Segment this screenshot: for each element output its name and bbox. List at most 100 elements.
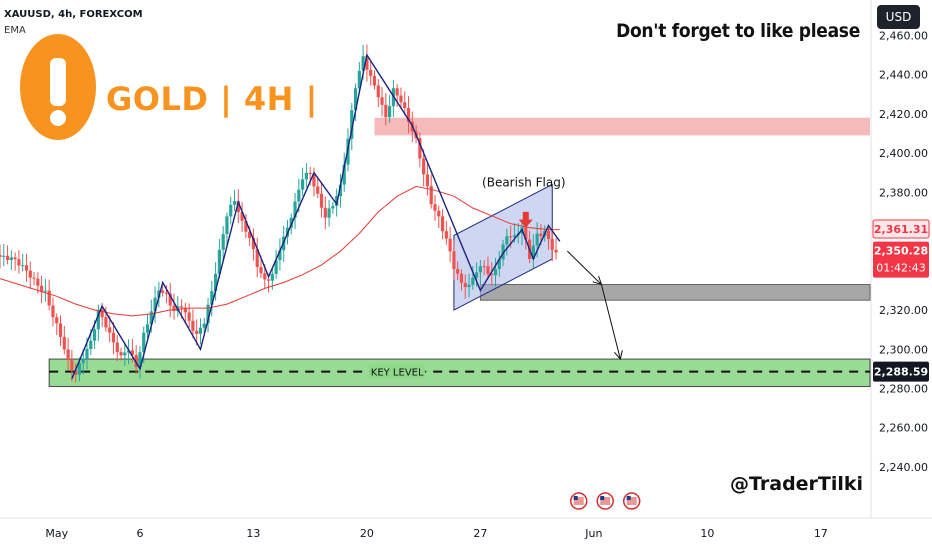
candle-body	[5, 255, 10, 260]
flag-canton	[573, 496, 578, 500]
ema-price-text: 2,361.31	[874, 223, 928, 236]
symbol-header[interactable]: XAUUSD, 4h, FOREXCOM	[4, 9, 143, 20]
candle-body	[448, 238, 452, 252]
candle-body	[134, 354, 138, 368]
x-tick-label: 17	[814, 527, 828, 540]
candle-body	[493, 269, 498, 276]
candle-body	[9, 257, 13, 260]
candle-body	[58, 323, 63, 337]
candle-body	[43, 290, 47, 292]
bearish-flag-label: (Bearish Flag)	[482, 175, 565, 189]
flag-circle[interactable]	[569, 492, 588, 510]
candle-body	[395, 88, 399, 96]
flag-circle[interactable]	[596, 492, 614, 510]
candle-body	[342, 164, 346, 185]
currency-button[interactable]: USD	[877, 5, 920, 29]
candle-body	[505, 236, 509, 245]
candle-body	[319, 193, 324, 208]
plot-area[interactable]	[0, 0, 870, 518]
candle-body	[51, 305, 55, 318]
candle-body	[111, 332, 116, 343]
y-tick-label: 2,260.00	[879, 422, 928, 435]
candle-body	[308, 172, 312, 174]
candle-body	[384, 104, 388, 118]
x-tick-label: 10	[700, 527, 714, 540]
flag-canton	[600, 496, 605, 500]
candle-body	[214, 273, 218, 292]
candle-body	[361, 56, 365, 71]
candle-body	[278, 250, 282, 261]
candle-body	[17, 259, 21, 266]
candle-body	[490, 273, 494, 276]
key-level-label: KEY LEVEL	[371, 368, 424, 379]
warning-icon	[20, 34, 96, 140]
candle-body	[509, 236, 513, 238]
candle-body	[2, 255, 6, 257]
candle-body	[96, 309, 100, 330]
like-note-text: Don't forget to like please	[616, 20, 860, 42]
candle-body	[221, 234, 225, 250]
ema-price-badge	[872, 219, 930, 239]
candle-body	[74, 369, 78, 375]
x-tick-label: 27	[473, 527, 487, 540]
candle-body	[55, 317, 59, 324]
candle-body	[217, 249, 221, 274]
candle-body	[353, 88, 358, 111]
candle-body	[331, 205, 335, 209]
candle-body	[365, 56, 369, 70]
candle-body	[195, 330, 199, 334]
key-level-badge	[873, 361, 929, 382]
candle-body	[153, 297, 157, 312]
candle-body	[161, 290, 165, 293]
candle-body	[497, 259, 501, 270]
us-event-flag-icon[interactable]	[622, 492, 641, 510]
candle-body	[232, 201, 237, 205]
candle-body	[202, 323, 206, 328]
flag-circle[interactable]	[622, 492, 641, 510]
candle-body	[323, 207, 327, 218]
candle-body	[338, 184, 343, 197]
candle-body	[270, 273, 274, 281]
candle-body	[206, 304, 210, 324]
candle-body	[198, 327, 203, 334]
candle-body	[164, 292, 169, 294]
candle-countdown: 01:42:43	[876, 262, 925, 275]
candle-body	[403, 102, 407, 109]
candle-body	[142, 332, 146, 353]
us-event-flag-icon[interactable]	[596, 492, 614, 510]
candle-body	[24, 265, 29, 271]
candle-body	[240, 212, 244, 221]
candle-body	[433, 204, 437, 211]
projection-arrowhead	[614, 350, 623, 361]
last-price-text: 2,350.28	[874, 245, 928, 258]
candle-body	[467, 284, 471, 288]
red-down-arrow-icon	[518, 211, 533, 228]
x-tick-label: 20	[360, 527, 374, 540]
candle-body	[444, 231, 448, 239]
candle-body	[123, 352, 127, 356]
y-tick-label: 2,320.00	[879, 304, 928, 317]
candle-body	[183, 307, 187, 313]
key-level-label-bg	[369, 364, 426, 379]
candle-body	[127, 350, 131, 353]
candle-body	[77, 363, 82, 375]
candle-body	[524, 227, 528, 240]
candle-body	[191, 320, 195, 331]
candle-body	[437, 210, 441, 217]
candle-body	[157, 290, 161, 298]
candle-body	[531, 245, 535, 259]
candle-body	[369, 69, 373, 76]
y-tick-label: 2,440.00	[879, 69, 928, 82]
candle-body	[187, 312, 191, 321]
candle-body	[274, 260, 278, 274]
us-event-flag-icon[interactable]	[569, 492, 588, 510]
candle-body	[259, 267, 263, 274]
candle-body	[350, 110, 354, 139]
ema-indicator-label[interactable]: EMA	[4, 25, 26, 36]
resistance-zone	[374, 117, 870, 136]
candle-body	[179, 306, 184, 308]
candle-body	[289, 217, 293, 228]
candle-body	[40, 285, 44, 292]
